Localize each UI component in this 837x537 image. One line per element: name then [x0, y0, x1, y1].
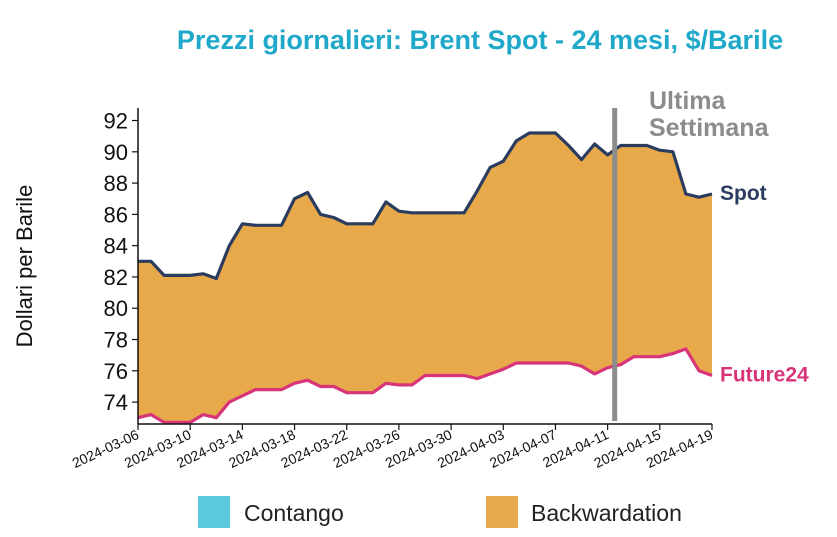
legend-label-backwardation: Backwardation	[531, 500, 682, 526]
plot-area	[137, 131, 713, 424]
series-label-spot: Spot	[720, 182, 767, 205]
y-tick-label: 74	[104, 390, 128, 415]
y-tick-label: 86	[104, 202, 128, 227]
y-tick-label: 92	[104, 109, 128, 134]
y-tick-label: 90	[104, 140, 128, 165]
y-tick-label: 80	[104, 296, 128, 321]
y-tick-label: 88	[104, 171, 128, 196]
chart-title: Prezzi giornalieri: Brent Spot - 24 mesi…	[177, 25, 783, 55]
legend: Contango Backwardation	[198, 496, 682, 528]
marker-label: Settimana	[649, 114, 770, 142]
marker-label: Ultima	[649, 87, 727, 115]
y-tick-label: 84	[104, 234, 128, 259]
y-tick-label: 78	[104, 328, 128, 353]
y-axis-label: Dollari per Barile	[12, 185, 37, 348]
series-labels: Spot Future24	[720, 182, 809, 386]
series-label-future24: Future24	[720, 364, 809, 387]
legend-label-contango: Contango	[244, 500, 344, 526]
backwardation-area	[138, 133, 712, 423]
legend-swatch-contango	[198, 496, 230, 528]
y-tick-label: 82	[104, 265, 128, 290]
y-tick-label: 76	[104, 359, 128, 384]
legend-swatch-backwardation	[486, 496, 518, 528]
